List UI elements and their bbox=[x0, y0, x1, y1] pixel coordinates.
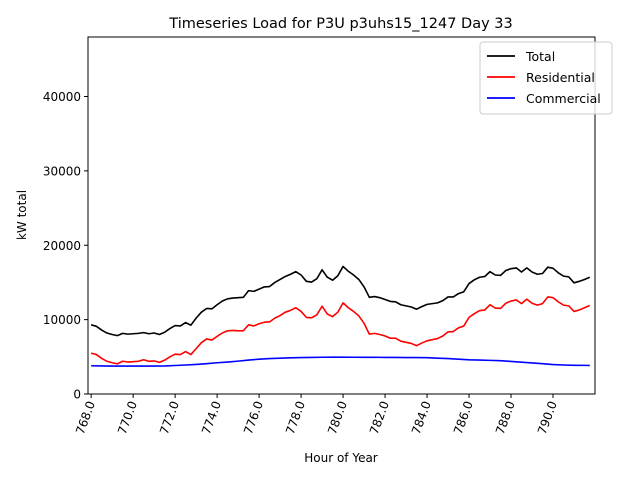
series-line-commercial bbox=[91, 356, 590, 367]
legend: Total Residential Commercial bbox=[479, 41, 613, 115]
y-tick-label: 0 bbox=[73, 388, 81, 402]
plot-frame bbox=[87, 36, 596, 395]
x-tick-label: 780.0 bbox=[325, 399, 350, 436]
y-axis: 0 10000 20000 30000 40000 bbox=[43, 90, 88, 402]
x-tick-label: 790.0 bbox=[535, 399, 560, 436]
x-tick-label: 788.0 bbox=[493, 399, 518, 436]
legend-label-total: Total bbox=[525, 49, 555, 64]
x-tick-label: 786.0 bbox=[451, 399, 476, 436]
y-tick-label: 40000 bbox=[43, 90, 81, 104]
legend-box bbox=[479, 41, 613, 115]
x-tick-label: 784.0 bbox=[409, 399, 434, 436]
series-line-residential bbox=[90, 296, 591, 365]
x-tick-label: 782.0 bbox=[367, 399, 392, 436]
x-tick-label: 778.0 bbox=[283, 399, 308, 436]
series-layer bbox=[90, 265, 591, 367]
x-tick-label: 772.0 bbox=[157, 399, 182, 436]
legend-label-residential: Residential bbox=[526, 70, 595, 85]
x-tick-label: 768.0 bbox=[73, 399, 98, 436]
y-tick-label: 20000 bbox=[43, 239, 81, 253]
x-tick-label: 770.0 bbox=[115, 399, 140, 436]
x-tick-label: 776.0 bbox=[241, 399, 266, 436]
y-tick-label: 10000 bbox=[43, 313, 81, 327]
y-tick-label: 30000 bbox=[43, 164, 81, 178]
x-axis-label: Hour of Year bbox=[304, 451, 378, 465]
x-tick-label: 774.0 bbox=[199, 399, 224, 436]
legend-label-commercial: Commercial bbox=[526, 91, 601, 106]
chart-title: Timeseries Load for P3U p3uhs15_1247 Day… bbox=[168, 16, 512, 32]
y-axis-label: kW total bbox=[15, 190, 29, 240]
x-axis: 768.0 770.0 772.0 774.0 776.0 778.0 780.0 782.0… bbox=[73, 394, 560, 436]
series-line-total bbox=[90, 265, 591, 337]
